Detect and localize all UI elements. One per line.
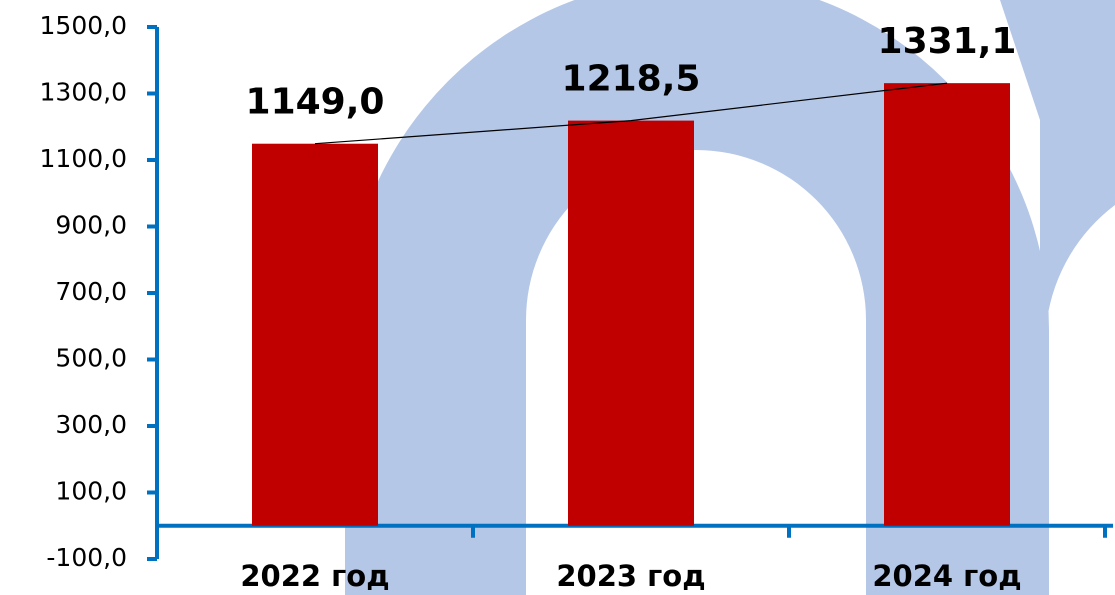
value-label: 1218,5 xyxy=(562,59,701,100)
x-tick-label: 2023 год xyxy=(556,559,705,593)
y-tick-label: 100,0 xyxy=(55,477,127,506)
y-tick-label: 900,0 xyxy=(55,211,127,240)
bar xyxy=(252,143,378,526)
x-tick-label: 2024 год xyxy=(872,559,1021,593)
y-tick-label: 1300,0 xyxy=(40,78,127,107)
y-tick-label: 1500,0 xyxy=(40,11,127,40)
y-tick-label: -100,0 xyxy=(46,543,127,572)
bar xyxy=(568,120,694,526)
value-label: 1331,1 xyxy=(878,21,1017,62)
y-tick-label: 700,0 xyxy=(55,277,127,306)
y-tick-label: 500,0 xyxy=(55,344,127,373)
background-decoration xyxy=(345,0,1115,595)
y-tick-label: 300,0 xyxy=(55,410,127,439)
trend-line xyxy=(314,82,948,145)
y-tick-label: 1100,0 xyxy=(40,144,127,173)
value-label: 1149,0 xyxy=(246,82,385,123)
x-tick-label: 2022 год xyxy=(240,559,389,593)
bar xyxy=(884,83,1010,526)
